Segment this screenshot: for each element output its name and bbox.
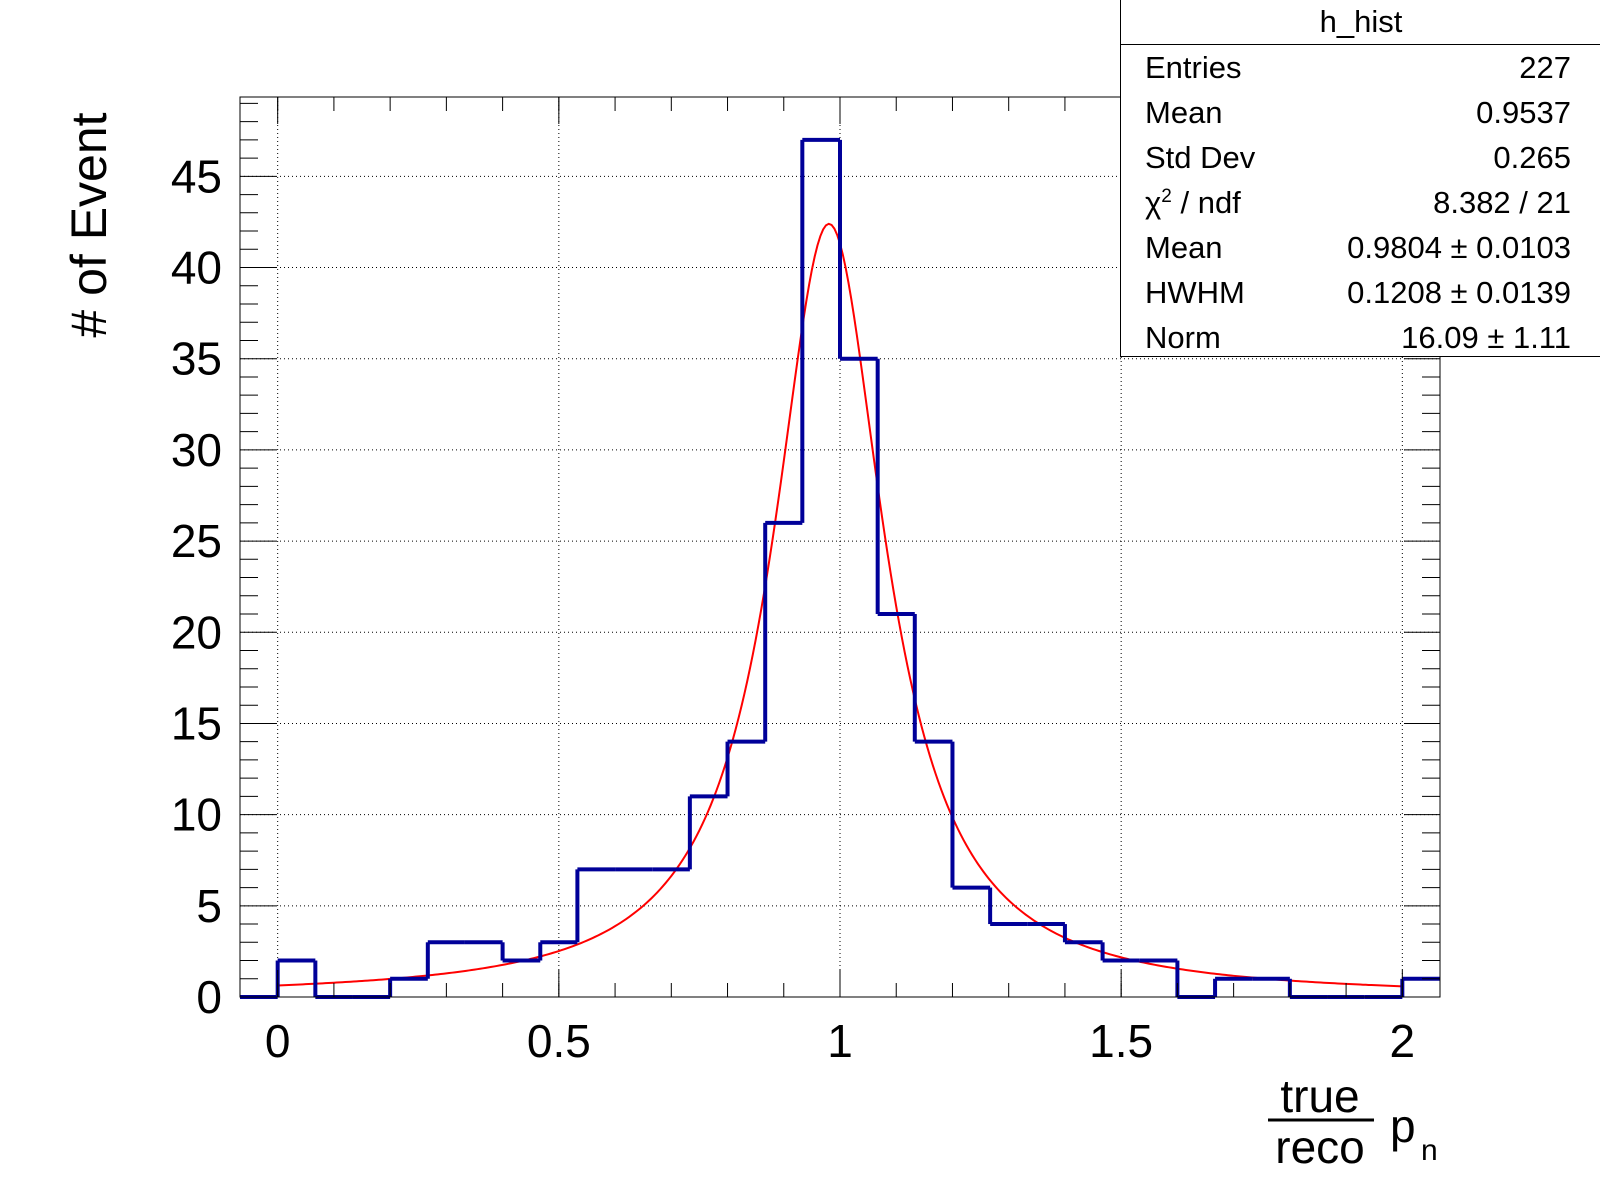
y-tick-label: 5 — [196, 880, 222, 932]
y-tick-label: 0 — [196, 971, 222, 1023]
stats-label: Std Dev — [1145, 140, 1256, 175]
stats-label: Mean — [1145, 95, 1223, 130]
y-tick-label: 35 — [171, 333, 222, 385]
y-axis-title: # of Event — [61, 112, 117, 337]
chi-superscript: 2 — [1161, 186, 1172, 207]
x-axis-title-symbol: p — [1390, 1100, 1416, 1152]
y-tick-label: 40 — [171, 242, 222, 294]
x-tick-label: 1 — [827, 1015, 853, 1067]
stats-value: 8.382 / 21 — [1433, 185, 1571, 220]
y-tick-label: 25 — [171, 515, 222, 567]
stats-label: Entries — [1145, 50, 1242, 85]
stats-row-norm: Norm 16.09 ± 1.11 — [1145, 316, 1571, 360]
x-tick-label: 0.5 — [527, 1015, 591, 1067]
x-axis-title-subscript: n — [1421, 1134, 1438, 1167]
x-tick-label: 0 — [265, 1015, 291, 1067]
y-tick-label: 15 — [171, 697, 222, 749]
stats-title: h_hist — [1121, 0, 1600, 45]
stats-label: Norm — [1145, 320, 1221, 355]
y-tick-label: 45 — [171, 150, 222, 202]
stats-label: Mean — [1145, 230, 1223, 265]
stats-value: 0.265 — [1493, 140, 1571, 175]
stats-row-std-dev: Std Dev 0.265 — [1145, 136, 1571, 180]
x-tick-label: 2 — [1390, 1015, 1416, 1067]
stats-row-fit-mean: Mean 0.9804 ± 0.0103 — [1145, 226, 1571, 270]
x-axis-title-denominator: reco — [1275, 1121, 1364, 1173]
x-axis-title-numerator: true — [1280, 1070, 1359, 1122]
stats-value: 0.9537 — [1476, 95, 1571, 130]
x-axis-title: true reco p n — [1268, 1070, 1438, 1173]
stats-value: 0.1208 ± 0.0139 — [1347, 275, 1571, 310]
stats-label: HWHM — [1145, 275, 1245, 310]
chi-symbol: χ — [1145, 185, 1162, 220]
stats-row-entries: Entries 227 — [1145, 46, 1571, 90]
y-tick-label: 30 — [171, 424, 222, 476]
stats-box: h_hist Entries 227 Mean 0.9537 Std Dev 0… — [1120, 0, 1600, 357]
ndf-label: / ndf — [1171, 185, 1241, 220]
y-tick-label: 20 — [171, 606, 222, 658]
y-tick-label: 10 — [171, 789, 222, 841]
stats-row-chi2-ndf: χ2 / ndf 8.382 / 21 — [1145, 181, 1571, 225]
x-tick-label: 1.5 — [1089, 1015, 1153, 1067]
stats-label: χ2 / ndf — [1145, 181, 1241, 225]
stats-value: 227 — [1519, 50, 1571, 85]
stats-value: 16.09 ± 1.11 — [1401, 320, 1571, 355]
stats-row-hwhm: HWHM 0.1208 ± 0.0139 — [1145, 271, 1571, 315]
stats-row-mean: Mean 0.9537 — [1145, 91, 1571, 135]
stats-value: 0.9804 ± 0.0103 — [1347, 230, 1571, 265]
